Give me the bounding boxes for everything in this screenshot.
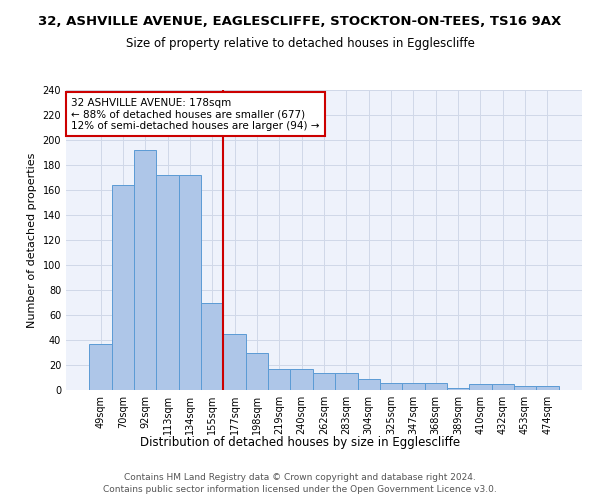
Bar <box>112 185 134 390</box>
Text: 32, ASHVILLE AVENUE, EAGLESCLIFFE, STOCKTON-ON-TEES, TS16 9AX: 32, ASHVILLE AVENUE, EAGLESCLIFFE, STOCK… <box>38 15 562 28</box>
Bar <box>402 382 425 390</box>
Bar <box>425 382 447 390</box>
Bar <box>157 175 179 390</box>
Bar <box>201 302 223 390</box>
Bar <box>514 386 536 390</box>
Bar <box>469 384 491 390</box>
Bar <box>536 386 559 390</box>
Text: Contains HM Land Registry data © Crown copyright and database right 2024.: Contains HM Land Registry data © Crown c… <box>124 473 476 482</box>
Bar <box>179 175 201 390</box>
Bar <box>268 369 290 390</box>
Bar <box>380 382 402 390</box>
Text: 32 ASHVILLE AVENUE: 178sqm
← 88% of detached houses are smaller (677)
12% of sem: 32 ASHVILLE AVENUE: 178sqm ← 88% of deta… <box>71 98 320 130</box>
Text: Size of property relative to detached houses in Egglescliffe: Size of property relative to detached ho… <box>125 38 475 51</box>
Bar <box>335 372 358 390</box>
Bar <box>89 344 112 390</box>
Bar <box>246 352 268 390</box>
Bar <box>491 384 514 390</box>
Bar <box>447 388 469 390</box>
Bar <box>313 372 335 390</box>
Bar <box>223 334 246 390</box>
Bar <box>290 369 313 390</box>
Text: Contains public sector information licensed under the Open Government Licence v3: Contains public sector information licen… <box>103 484 497 494</box>
Y-axis label: Number of detached properties: Number of detached properties <box>27 152 37 328</box>
Bar <box>358 379 380 390</box>
Bar <box>134 150 157 390</box>
Text: Distribution of detached houses by size in Egglescliffe: Distribution of detached houses by size … <box>140 436 460 449</box>
